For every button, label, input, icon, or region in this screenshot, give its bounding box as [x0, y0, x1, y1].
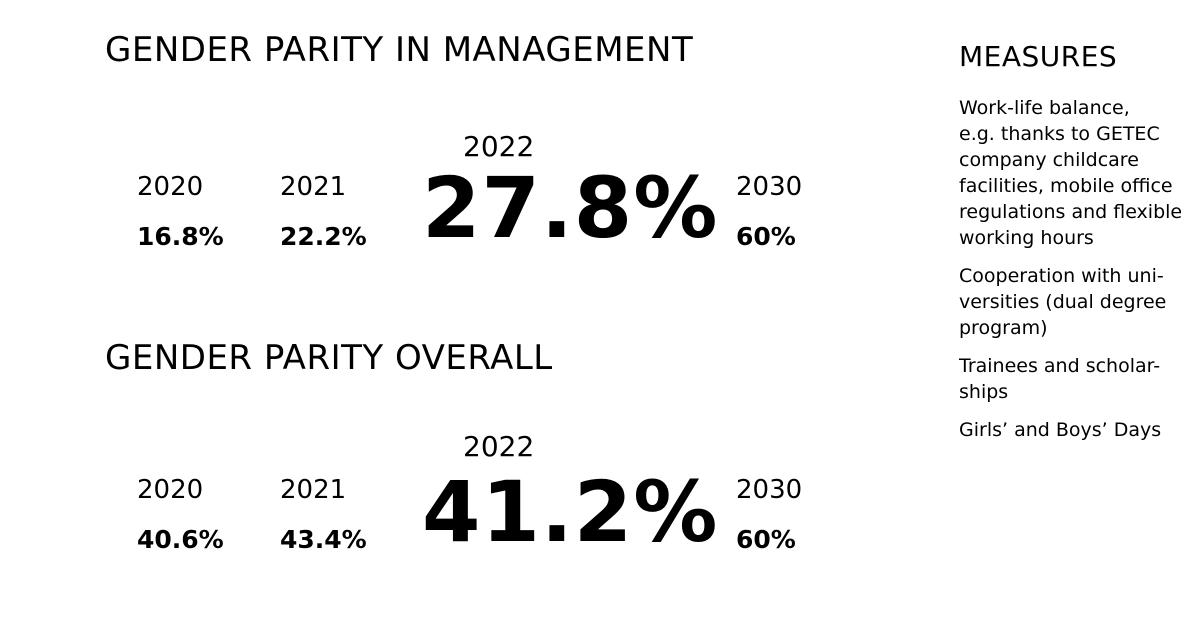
management-year-2021: 2021	[280, 172, 347, 202]
management-value-2021: 22.2%	[280, 222, 367, 251]
management-year-2030: 2030	[736, 172, 803, 202]
management-title: GENDER PARITY IN MANAGEMENT	[105, 30, 694, 70]
management-value-2022: 27.8%	[422, 159, 719, 257]
overall-year-2030: 2030	[736, 475, 803, 505]
overall-value-2022: 41.2%	[422, 463, 719, 561]
overall-year-2022: 2022	[463, 430, 535, 463]
overall-value-2021: 43.4%	[280, 525, 367, 554]
management-value-2020: 16.8%	[137, 222, 224, 251]
management-value-2030: 60%	[736, 222, 796, 251]
overall-year-2020: 2020	[137, 475, 204, 505]
overall-value-2030: 60%	[736, 525, 796, 554]
measure-item-university-cooperation: Cooperation with uni- versities (dual de…	[959, 265, 1167, 339]
overall-title: GENDER PARITY OVERALL	[105, 338, 553, 378]
measure-item-girls-boys-days: Girls’ and Boys’ Days	[959, 419, 1162, 441]
measures-title: MEASURES	[959, 40, 1118, 73]
overall-value-2020: 40.6%	[137, 525, 224, 554]
measure-item-trainees-scholarships: Trainees and scholar- ships	[959, 355, 1161, 403]
management-year-2020: 2020	[137, 172, 204, 202]
management-year-2022: 2022	[463, 130, 535, 163]
overall-year-2021: 2021	[280, 475, 347, 505]
measure-item-work-life-balance: Work-life balance, e.g. thanks to GETEC …	[959, 97, 1183, 249]
measures-panel: MEASURES Work-life balance, e.g. thanks …	[959, 40, 1191, 455]
